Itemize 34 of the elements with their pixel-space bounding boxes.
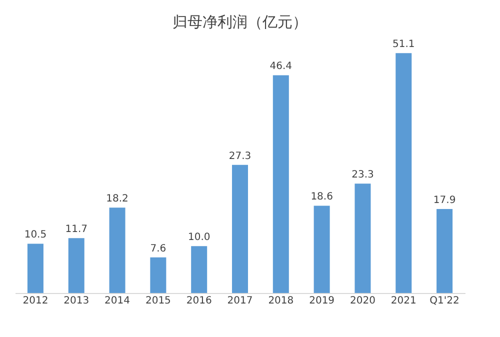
data-label: 17.9 [433, 194, 456, 206]
data-label: 27.3 [228, 150, 252, 162]
data-label: 7.6 [150, 243, 166, 254]
x-tick-label: 2020 [350, 296, 376, 306]
x-tick-label: 2014 [104, 296, 130, 306]
bar [396, 53, 412, 293]
bar [354, 184, 371, 293]
data-label: 11.7 [65, 224, 88, 236]
data-label: 10.0 [188, 232, 210, 244]
bar [68, 238, 84, 293]
bar [272, 75, 289, 293]
x-tick-label: 2016 [186, 296, 212, 306]
x-tick-label: 2013 [64, 296, 90, 306]
x-tick-label: 2019 [309, 296, 335, 306]
data-label: 18.2 [106, 194, 128, 205]
bar [150, 257, 166, 293]
bar [436, 208, 453, 293]
bar [109, 208, 126, 293]
x-tick-label: 2015 [145, 296, 171, 306]
data-label: 23.3 [352, 170, 374, 181]
x-tick-label: 2021 [390, 296, 416, 306]
bar [232, 164, 248, 293]
data-label: 46.4 [270, 61, 292, 72]
chart-title: 归母净利润（亿元） [172, 13, 308, 31]
data-label: 18.6 [310, 192, 333, 203]
bar [191, 246, 208, 293]
x-tick-label: 2018 [268, 296, 294, 306]
bar [27, 244, 44, 293]
x-tick-label: 2017 [227, 296, 253, 306]
x-tick-label: Q1'22 [430, 296, 460, 306]
data-label: 10.5 [24, 230, 47, 241]
data-label: 51.1 [392, 39, 415, 50]
x-tick-label: 2012 [22, 296, 48, 306]
bar [314, 206, 330, 293]
